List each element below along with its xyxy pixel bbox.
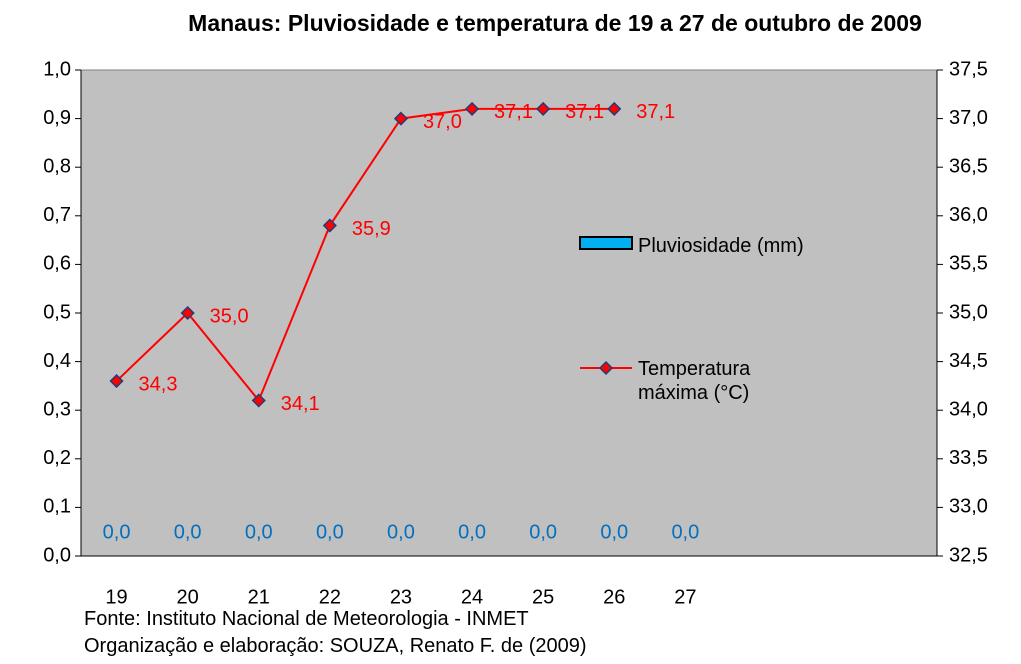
data-label: 0,0 xyxy=(316,521,344,543)
data-label: 0,0 xyxy=(245,521,273,543)
point xyxy=(607,101,622,116)
data-label: 0,0 xyxy=(174,521,202,543)
data-label: 37,1 xyxy=(636,101,675,123)
line xyxy=(115,107,615,403)
credit-note: Organização e elaboração: SOUZA, Renato … xyxy=(84,635,587,657)
y-tick-label: 1,0 xyxy=(43,58,71,80)
source-note: Fonte: Instituto Nacional de Meteorologi… xyxy=(84,608,529,630)
x-tick-label: 20 xyxy=(177,586,199,608)
y2-tick-label: 36,0 xyxy=(949,204,988,226)
y-tick-label: 0,8 xyxy=(43,155,71,177)
data-label: 34,3 xyxy=(139,373,178,395)
y-tick-label: 0,2 xyxy=(43,447,71,469)
legend-swatch xyxy=(598,360,614,376)
data-label: 0,0 xyxy=(529,521,557,543)
point xyxy=(536,101,551,116)
data-label: 0,0 xyxy=(103,521,131,543)
y-tick-label: 0,3 xyxy=(43,398,71,420)
legend-label: Pluviosidade (mm) xyxy=(638,235,804,257)
y2-tick-label: 32,5 xyxy=(949,544,988,566)
x-tick-label: 26 xyxy=(603,586,625,608)
y2-tick-label: 34,5 xyxy=(949,350,988,372)
y2-tick-label: 33,5 xyxy=(949,447,988,469)
data-label: 37,1 xyxy=(494,101,533,123)
x-tick-label: 25 xyxy=(532,586,554,608)
point xyxy=(464,101,480,116)
x-tick-label: 19 xyxy=(105,586,127,608)
chart-title: Manaus: Pluviosidade e temperatura de 19… xyxy=(188,10,922,36)
y2-tick-label: 36,5 xyxy=(949,155,988,177)
data-label: 35,0 xyxy=(210,305,249,327)
y-tick-label: 0,6 xyxy=(43,253,71,275)
y-tick-label: 0,7 xyxy=(43,204,71,226)
y2-tick-label: 35,0 xyxy=(949,301,988,323)
plot-area xyxy=(80,69,938,557)
point xyxy=(393,111,409,126)
data-label: 0,0 xyxy=(671,521,699,543)
x-tick-label: 22 xyxy=(319,586,341,608)
legend-swatch xyxy=(579,236,633,250)
x-tick-label: 23 xyxy=(390,586,412,608)
x-tick-label: 27 xyxy=(674,586,696,608)
y-tick-label: 0,1 xyxy=(43,496,71,518)
legend-label: Temperatura máxima (°C) xyxy=(638,358,751,404)
y2-tick-label: 35,5 xyxy=(949,253,988,275)
x-tick-label: 21 xyxy=(248,586,270,608)
y2-tick-label: 34,0 xyxy=(949,398,988,420)
x-tick-label: 24 xyxy=(461,586,483,608)
y-tick-label: 0,9 xyxy=(43,107,71,129)
data-label: 0,0 xyxy=(458,521,486,543)
y2-tick-label: 37,5 xyxy=(949,58,988,80)
y-tick-label: 0,5 xyxy=(43,301,71,323)
point xyxy=(180,305,195,321)
data-label: 0,0 xyxy=(387,521,415,543)
point xyxy=(109,373,124,389)
point xyxy=(322,218,337,233)
y2-tick-label: 37,0 xyxy=(949,107,988,129)
y2-tick-label: 33,0 xyxy=(949,496,988,518)
data-label: 34,1 xyxy=(281,393,320,415)
y-tick-label: 0,4 xyxy=(43,350,71,372)
data-label: 37,0 xyxy=(423,111,462,133)
y-tick-label: 0,0 xyxy=(43,544,71,566)
data-label: 0,0 xyxy=(600,521,628,543)
data-label: 37,1 xyxy=(565,101,604,123)
point xyxy=(251,393,266,408)
data-label: 35,9 xyxy=(352,218,391,240)
